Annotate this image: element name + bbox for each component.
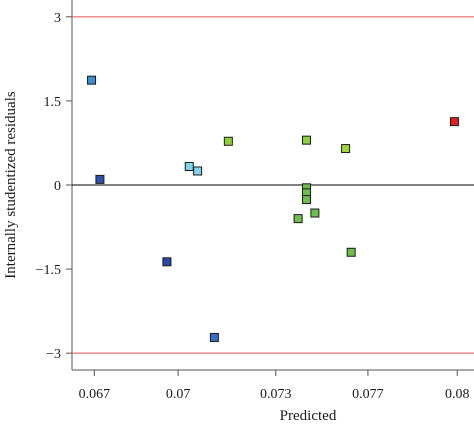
x-tick-label: 0.077 (352, 387, 384, 402)
data-point (87, 75, 97, 85)
x-axis-title: Predicted (280, 408, 337, 424)
y-axis-title: Internally studentized residuals (3, 91, 19, 279)
data-point (341, 144, 351, 154)
x-tick-label: 0.08 (445, 387, 470, 402)
data-point (184, 162, 194, 171)
data-point (293, 214, 303, 224)
data-point (95, 174, 105, 184)
data-point (162, 257, 172, 267)
data-point (302, 195, 311, 205)
plot-area: 3 1.5 0 −1.5 −3 0.067 0.07 0.073 0.077 0.08 (36, 0, 474, 402)
x-tick-label: 0.073 (260, 387, 292, 402)
y-tick-label: −1.5 (36, 263, 61, 278)
data-point (209, 332, 219, 342)
y-tick-label: 0 (54, 179, 61, 194)
data-point (302, 135, 311, 145)
data-point (310, 208, 320, 218)
y-tick-label: −3 (46, 347, 61, 362)
x-tick-label: 0.07 (166, 387, 191, 402)
y-tick-label: 3 (54, 11, 61, 26)
data-point (346, 247, 356, 257)
data-point (449, 117, 459, 127)
x-tick-label: 0.067 (79, 387, 111, 402)
data-point (223, 136, 233, 146)
y-tick-label: 1.5 (44, 95, 62, 110)
data-point (193, 166, 203, 176)
